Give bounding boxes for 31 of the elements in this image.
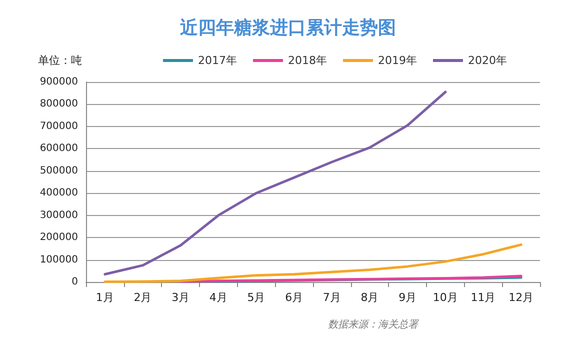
y-tick-label: 800000 [40, 98, 78, 110]
x-tick-label: 4月 [209, 291, 228, 304]
y-axis-title: 单位：吨 [38, 54, 82, 67]
y-tick-label: 900000 [40, 76, 78, 88]
chart-title: 近四年糖浆进口累计走势图 [179, 18, 396, 38]
y-tick-label: 0 [72, 276, 78, 288]
y-tick-label: 100000 [40, 254, 78, 266]
x-tick-label: 5月 [247, 291, 266, 304]
x-tick-label: 3月 [172, 291, 190, 304]
source-note: 数据来源：海关总署 [328, 318, 419, 330]
legend-label: 2019年 [378, 54, 417, 67]
x-tick-label: 12月 [508, 291, 534, 304]
x-tick-label: 7月 [322, 291, 341, 304]
legend-label: 2020年 [468, 54, 507, 67]
line-series [104, 90, 447, 276]
x-tick-label: 6月 [285, 291, 304, 304]
legend-label: 2018年 [288, 54, 327, 67]
y-tick-label: 200000 [40, 232, 78, 244]
x-tick-label: 1月 [96, 291, 114, 304]
x-tick-label: 2月 [134, 291, 152, 304]
x-tick-label: 10月 [432, 291, 458, 304]
legend-label: 2017年 [198, 54, 237, 67]
y-tick-label: 300000 [40, 210, 78, 221]
y-tick-label: 400000 [40, 188, 78, 199]
y-tick-label: 700000 [40, 120, 78, 132]
y-tick-label: 600000 [40, 143, 78, 154]
line-series [104, 243, 522, 284]
x-tick-label: 8月 [360, 291, 379, 304]
x-tick-label: 11月 [470, 291, 496, 304]
x-tick-label: 9月 [398, 291, 417, 304]
y-tick-label: 500000 [40, 165, 78, 176]
